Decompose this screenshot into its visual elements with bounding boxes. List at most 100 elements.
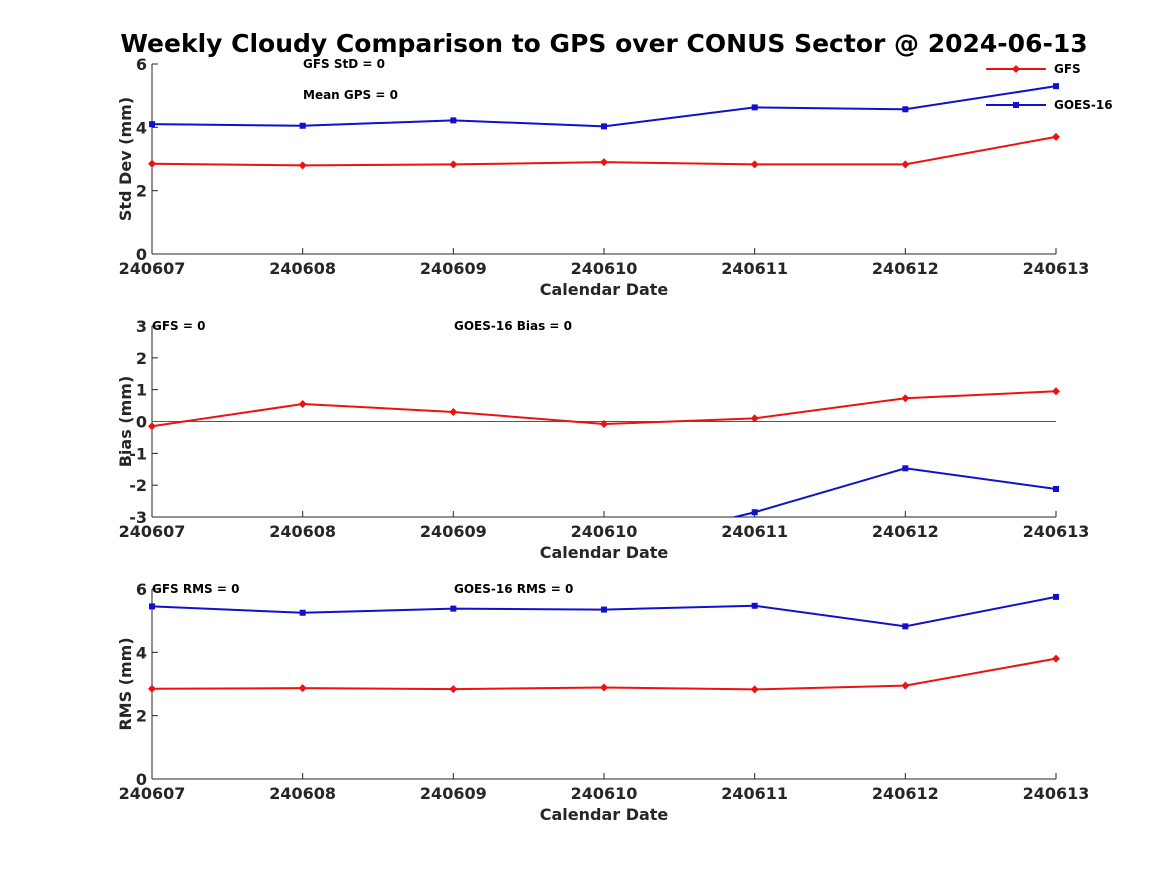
y-tick-label: 0 <box>136 245 147 264</box>
x-tick-label: 240612 <box>872 784 939 803</box>
data-point <box>1053 83 1059 90</box>
y-tick-label: 2 <box>136 707 147 726</box>
y-axis-label: RMS (mm) <box>116 637 135 730</box>
x-tick-label: 240607 <box>119 522 186 541</box>
series-gfs <box>148 654 1060 694</box>
y-tick-label: 2 <box>136 349 147 368</box>
y-tick-label: 4 <box>136 118 147 137</box>
legend-marker <box>1012 65 1020 73</box>
data-point <box>1052 132 1060 141</box>
data-point <box>1052 654 1060 663</box>
x-tick-label: 240608 <box>269 259 336 278</box>
y-tick-label: 2 <box>136 182 147 201</box>
y-tick-label: 3 <box>136 317 147 336</box>
data-point <box>600 420 608 429</box>
data-point <box>1052 387 1060 396</box>
data-point <box>148 684 156 693</box>
x-tick-label: 240609 <box>420 784 487 803</box>
series-gfs <box>148 132 1060 170</box>
y-tick-label: 6 <box>136 55 147 74</box>
data-point <box>750 414 759 423</box>
data-point <box>600 683 608 692</box>
panel-1: 0 2 4 6 240607 240608 240609 240610 240611 240612… <box>116 55 1089 299</box>
y-tick-label: 0 <box>136 413 147 432</box>
data-point <box>902 106 909 113</box>
data-point <box>449 160 458 169</box>
data-point <box>149 562 155 568</box>
data-point <box>300 546 306 552</box>
data-point <box>750 685 759 694</box>
y-tick-label: 0 <box>136 770 147 789</box>
data-point <box>901 160 910 169</box>
x-tick-label: 240608 <box>269 784 336 803</box>
data-point <box>751 104 758 111</box>
x-tick-label: 240612 <box>872 522 939 541</box>
data-point <box>449 407 458 416</box>
x-axis-label: Calendar Date <box>540 805 669 824</box>
legend-label: GOES-16 <box>1054 98 1113 112</box>
data-point <box>601 123 607 130</box>
figure-title: Weekly Cloudy Comparison to GPS over CON… <box>120 29 1087 58</box>
annotation: GFS RMS = 0 <box>152 582 239 596</box>
data-point <box>298 684 307 693</box>
data-point <box>149 603 155 610</box>
data-point <box>751 602 758 609</box>
x-tick-label: 240612 <box>872 259 939 278</box>
y-tick-label: -3 <box>129 508 147 527</box>
data-point <box>299 609 306 616</box>
x-axis-label: Calendar Date <box>540 543 669 562</box>
data-point <box>1053 485 1059 492</box>
data-point <box>450 605 457 612</box>
panel-3: 0 2 4 6 240607 240608 240609 240610 240611 240612… <box>116 580 1089 824</box>
legend-label: GFS <box>1054 62 1081 76</box>
data-point <box>601 606 607 613</box>
x-tick-label: 240607 <box>119 784 186 803</box>
y-tick-label: -1 <box>129 444 147 463</box>
y-tick-label: 1 <box>136 381 147 400</box>
annotation: GFS StD = 0 <box>303 57 385 71</box>
data-point <box>1053 593 1059 600</box>
series-goes-16 <box>149 465 1059 568</box>
series-goes-16 <box>149 83 1059 130</box>
data-point <box>148 422 156 431</box>
annotation: GOES-16 Bias = 0 <box>454 319 572 333</box>
panel-2: -3 -2 -1 0 1 2 3 240607 240608 240609 240610 240611… <box>116 317 1089 568</box>
legend: GFS GOES-16 <box>986 62 1113 112</box>
legend-entry: GOES-16 <box>986 98 1113 112</box>
legend-marker <box>1013 102 1019 108</box>
series-goes-16 <box>149 593 1059 630</box>
x-tick-label: 240613 <box>1023 784 1090 803</box>
data-point <box>148 159 156 168</box>
x-tick-label: 240609 <box>420 522 487 541</box>
series-line <box>151 85 1057 128</box>
x-tick-label: 240610 <box>571 259 638 278</box>
x-tick-label: 240610 <box>571 522 638 541</box>
x-tick-label: 240609 <box>420 259 487 278</box>
data-point <box>901 394 910 403</box>
data-point <box>751 509 758 516</box>
y-tick-label: 6 <box>136 580 147 599</box>
x-tick-label: 240607 <box>119 259 186 278</box>
data-point <box>149 121 155 128</box>
series-gfs <box>148 387 1060 431</box>
data-point <box>902 465 909 472</box>
x-axis-label: Calendar Date <box>540 280 669 299</box>
data-point <box>298 399 307 408</box>
x-tick-label: 240613 <box>1023 259 1090 278</box>
y-axis-label: Bias (mm) <box>116 376 135 468</box>
data-point <box>298 161 307 170</box>
data-point <box>449 685 458 694</box>
annotation: GFS = 0 <box>152 319 205 333</box>
data-point <box>902 623 909 630</box>
y-tick-label: 4 <box>136 643 147 662</box>
data-point <box>450 555 456 561</box>
x-tick-label: 240608 <box>269 522 336 541</box>
annotation: Mean GPS = 0 <box>303 88 398 102</box>
x-tick-label: 240610 <box>571 784 638 803</box>
data-point <box>450 117 457 124</box>
data-point <box>299 122 306 129</box>
y-axis-label: Std Dev (mm) <box>116 97 135 221</box>
data-point <box>750 160 759 169</box>
